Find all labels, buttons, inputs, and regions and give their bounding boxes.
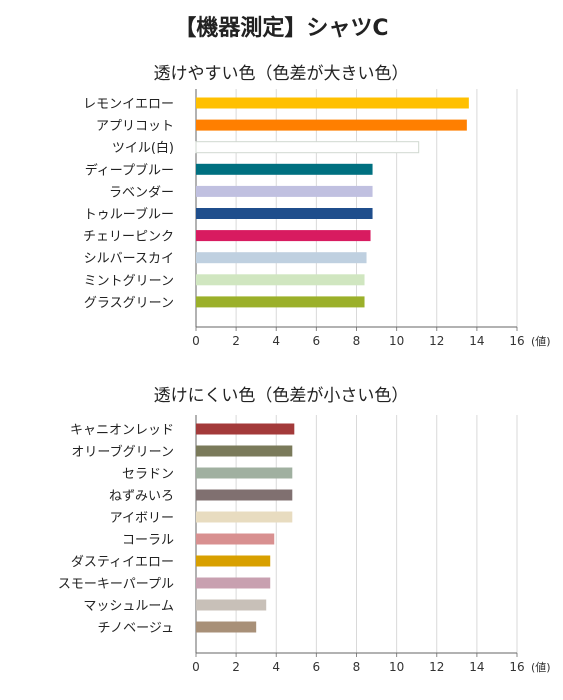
category-label: キャニオンレッド bbox=[70, 423, 174, 438]
x-tick-label: 6 bbox=[313, 334, 321, 348]
bar bbox=[196, 423, 295, 435]
category-label: グラスグリーン bbox=[84, 296, 174, 311]
category-label: アイボリー bbox=[110, 511, 174, 526]
bar bbox=[196, 296, 365, 308]
category-label: ラベンダー bbox=[109, 185, 174, 200]
bar bbox=[196, 252, 367, 264]
bar bbox=[196, 119, 467, 131]
category-label: コーラル bbox=[122, 533, 174, 548]
category-label: シルバースカイ bbox=[84, 252, 174, 267]
category-label: ディープブルー bbox=[85, 162, 174, 178]
category-label: ダスティイエロー bbox=[71, 555, 174, 570]
x-tick-label: 0 bbox=[192, 660, 200, 674]
bar bbox=[196, 208, 373, 219]
chart-bottom: 透けにくい色（色差が小さい色） 0 2 4 6 8 10 12 14 16 (値) キャニオンレッドオ… bbox=[58, 386, 551, 674]
x-tick-label: 14 bbox=[469, 660, 484, 674]
x-tick-label: 14 bbox=[469, 334, 484, 348]
x-tick-label: 10 bbox=[389, 334, 404, 348]
bar bbox=[196, 621, 257, 633]
x-tick-label: 16 bbox=[509, 660, 524, 674]
category-label: チノベージュ bbox=[98, 621, 174, 636]
bar bbox=[196, 599, 267, 611]
bar bbox=[195, 141, 420, 154]
category-label: トゥルーブルー bbox=[84, 207, 174, 223]
bar bbox=[196, 445, 293, 457]
category-label: マッシュルーム bbox=[83, 599, 174, 614]
x-tick-label: 10 bbox=[389, 660, 404, 674]
bar bbox=[196, 533, 275, 545]
chart-title: 透けにくい色（色差が小さい色） bbox=[154, 386, 409, 406]
x-tick-label: 2 bbox=[232, 334, 240, 348]
chart-top: 透けやすい色（色差が大きい色） 0 2 4 6 8 10 12 14 16 (値) レモンイエローアプ… bbox=[83, 64, 551, 348]
bar bbox=[196, 163, 373, 175]
bar bbox=[196, 274, 365, 286]
bar bbox=[196, 467, 293, 479]
x-tick-label: 6 bbox=[313, 660, 321, 674]
category-label: レモンイエロー bbox=[83, 97, 174, 112]
x-tick-label: 2 bbox=[232, 660, 240, 674]
x-tick-label: 0 bbox=[192, 334, 200, 348]
bar bbox=[196, 555, 271, 567]
category-label: ミントグリーン bbox=[84, 274, 174, 289]
bar bbox=[196, 511, 293, 523]
x-tick-label: 8 bbox=[353, 334, 361, 348]
bar bbox=[196, 489, 293, 501]
category-label: ツイル(白) bbox=[112, 140, 174, 156]
bar bbox=[196, 185, 373, 197]
x-tick-label: 12 bbox=[429, 660, 444, 674]
x-tick-label: 16 bbox=[509, 334, 524, 348]
category-label: セラドン bbox=[122, 467, 174, 482]
category-label: ねずみいろ bbox=[109, 489, 174, 504]
category-label: オリーブグリーン bbox=[71, 444, 174, 460]
bar bbox=[196, 577, 271, 589]
category-label: アプリコット bbox=[96, 119, 174, 134]
x-tick-label: 12 bbox=[429, 334, 444, 348]
x-tick-label: 4 bbox=[272, 334, 280, 348]
bar bbox=[196, 230, 371, 242]
page-title: 【機器測定】シャツC bbox=[174, 16, 389, 41]
bar bbox=[196, 97, 469, 109]
x-axis-label: (値) bbox=[531, 335, 551, 348]
category-label: チェリーピンク bbox=[83, 230, 174, 245]
x-tick-label: 8 bbox=[353, 660, 361, 674]
x-axis-label: (値) bbox=[531, 661, 551, 674]
chart-title: 透けやすい色（色差が大きい色） bbox=[154, 64, 409, 84]
x-tick-label: 4 bbox=[272, 660, 280, 674]
category-label: スモーキーパープル bbox=[58, 577, 174, 592]
